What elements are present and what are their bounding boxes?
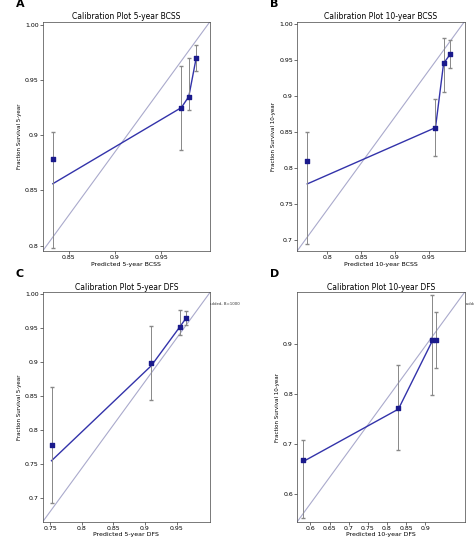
Point [299, 456, 307, 464]
Text: Predicted 5-year BCSS    x = resampling optimism added, B=1000
                 : Predicted 5-year BCSS x = resampling opt… [109, 301, 239, 310]
Y-axis label: Fraction Survival 10-year: Fraction Survival 10-year [275, 373, 280, 442]
Point [185, 92, 192, 101]
Point [395, 404, 402, 412]
Point [192, 54, 200, 62]
Title: Calibration Plot 5-year DFS: Calibration Plot 5-year DFS [74, 282, 178, 292]
Y-axis label: Fraction Survival 5-year: Fraction Survival 5-year [17, 103, 22, 169]
Point [176, 323, 183, 331]
Point [49, 155, 56, 164]
Point [182, 314, 190, 322]
Title: Calibration Plot 5-year BCSS: Calibration Plot 5-year BCSS [72, 12, 181, 21]
Point [432, 336, 440, 344]
Point [178, 103, 185, 112]
Text: n=434 d=30 p=14, 144 subjects per group
Gray: ideal: n=434 d=30 p=14, 144 subjects per group … [43, 301, 128, 310]
Text: C: C [16, 270, 24, 279]
Point [447, 49, 454, 58]
X-axis label: Predicted 5-year BCSS: Predicted 5-year BCSS [91, 261, 161, 267]
X-axis label: Predicted 10-year BCSS: Predicted 10-year BCSS [344, 261, 418, 267]
X-axis label: Predicted 10-year DFS: Predicted 10-year DFS [346, 533, 416, 537]
Text: n=434 d=30 p=14, 144 subjects per group
Gray: ideal: n=434 d=30 p=14, 144 subjects per group … [297, 301, 382, 310]
Text: D: D [270, 270, 280, 279]
Y-axis label: Fraction Survival 5-year: Fraction Survival 5-year [17, 374, 22, 440]
Point [428, 336, 436, 344]
Point [147, 359, 155, 367]
Point [48, 441, 55, 449]
Title: Calibration Plot 10-year DFS: Calibration Plot 10-year DFS [327, 282, 435, 292]
Y-axis label: Fraction Survival 10-year: Fraction Survival 10-year [272, 102, 276, 171]
Point [303, 157, 311, 165]
Point [440, 59, 447, 68]
Title: Calibration Plot 10-year BCSS: Calibration Plot 10-year BCSS [324, 12, 438, 21]
Text: B: B [270, 0, 279, 9]
Text: A: A [16, 0, 25, 9]
Point [432, 123, 439, 132]
Text: Predicted 10-year BCSS    x = resampling optimism added, B=1000
                : Predicted 10-year BCSS x = resampling op… [364, 301, 474, 310]
X-axis label: Predicted 5-year DFS: Predicted 5-year DFS [93, 533, 159, 537]
